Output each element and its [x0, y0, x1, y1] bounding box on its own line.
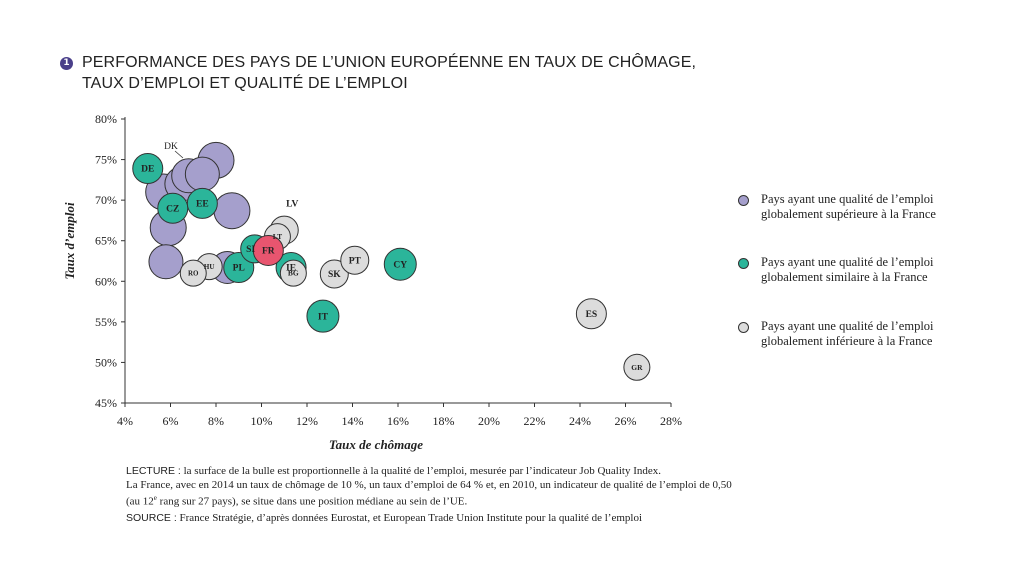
bubble-label-sk: SK — [328, 270, 341, 280]
source-text: France Stratégie, d’après données Eurost… — [176, 512, 642, 525]
legend-marker-inferieure — [738, 322, 749, 333]
note-line-3-superscript: e — [153, 494, 157, 502]
y-tick-label-60: 60% — [95, 274, 117, 288]
note-line-2: La France, avec en 2014 un taux de chôma… — [126, 478, 732, 491]
bubble-label-it: IT — [318, 312, 329, 322]
legend-label-superieure-line1: Pays ayant une qualité de l’emploi — [761, 192, 934, 206]
legend-marker-superieure — [738, 195, 749, 206]
bubble-es — [575, 298, 607, 330]
x-tick-label-28: 28% — [660, 414, 682, 428]
legend-label-inferieure-line1: Pays ayant une qualité de l’emploi — [761, 319, 934, 333]
x-tick-label-10: 10% — [251, 414, 273, 428]
note-line-3-start: (au 12 — [126, 495, 154, 508]
bubble-label-ro: RO — [188, 270, 199, 278]
legend-marker-similaire — [738, 258, 749, 269]
x-tick-label-4: 4% — [117, 414, 133, 428]
bubble-label-de: DE — [141, 165, 154, 175]
bubble-it — [306, 299, 340, 333]
bubble-label-si: SI — [246, 245, 255, 255]
bubble-label-gr: GR — [631, 363, 643, 372]
x-axis-title: Taux de chômage — [329, 437, 423, 452]
y-tick-label-50: 50% — [95, 355, 117, 369]
x-tick-label-12: 12% — [296, 414, 318, 428]
bubble-fr — [252, 234, 284, 266]
bubble-cy — [383, 247, 417, 281]
x-tick-label-16: 16% — [387, 414, 409, 428]
bubble-unlabeled-3 — [184, 156, 220, 192]
bubble-label-bg: BG — [288, 269, 299, 278]
x-tick-label-24: 24% — [569, 414, 591, 428]
bubble-label-ee: EE — [196, 200, 209, 210]
bubble-ee — [186, 187, 218, 219]
dk-leader-line — [174, 150, 184, 159]
bubble-label-pl: PL — [233, 264, 245, 274]
x-tick-label-14: 14% — [342, 414, 364, 428]
x-tick-label-8: 8% — [208, 414, 224, 428]
bubble-label-lv: LV — [286, 199, 298, 209]
note-line-3: (au 12e rang sur 27 pays), se situe dans… — [126, 492, 926, 509]
y-axis-title: Taux d’emploi — [62, 202, 77, 280]
lecture-note: LECTURE : la surface de la bulle est pro… — [126, 465, 926, 479]
bubble-label-fr: FR — [262, 247, 275, 257]
title-line-1: PERFORMANCE DES PAYS DE L’UNION EUROPÉEN… — [82, 54, 697, 71]
x-tick-label-22: 22% — [524, 414, 546, 428]
bubble-unlabeled-7 — [148, 244, 184, 280]
bubble-label-pt: PT — [349, 256, 362, 266]
legend-label-inferieure-line2: globalement inférieure à la France — [761, 334, 933, 348]
y-tick-label-70: 70% — [95, 193, 117, 207]
lecture-text: la surface de la bulle est proportionnel… — [180, 465, 662, 477]
y-tick-label-80: 80% — [95, 112, 117, 126]
y-tick-label-45: 45% — [95, 396, 117, 410]
source-label: SOURCE : — [126, 512, 177, 525]
bubble-label-lt: LT — [273, 232, 282, 241]
y-tick-label-75: 75% — [95, 153, 117, 167]
y-tick-label-55: 55% — [95, 315, 117, 329]
x-tick-label-20: 20% — [478, 414, 500, 428]
bubble-de — [132, 152, 164, 184]
bubble-label-dk: DK — [164, 142, 178, 152]
x-tick-label-26: 26% — [615, 414, 637, 428]
bubble-label-hu: HU — [204, 263, 215, 271]
note-line-3-end: rang sur 27 pays), se situe dans une pos… — [156, 495, 468, 508]
bubble-ro — [179, 259, 207, 287]
lecture-label: LECTURE : — [126, 465, 181, 477]
bubble-gr — [623, 353, 651, 381]
legend-label-similaire-line1: Pays ayant une qualité de l’emploi — [761, 255, 934, 269]
bubble-label-cz: CZ — [166, 204, 179, 214]
chart-notes: LECTURE : la surface de la bulle est pro… — [126, 465, 926, 526]
source-note: SOURCE : France Stratégie, d’après donné… — [126, 512, 926, 526]
title-number-badge: 1 — [60, 57, 73, 70]
legend-label-similaire-line2: globalement similaire à la France — [761, 270, 928, 284]
bubble-label-ie: IE — [286, 264, 296, 274]
x-tick-label-18: 18% — [433, 414, 455, 428]
bubble-sk — [319, 259, 349, 289]
bubble-label-cy: CY — [393, 260, 407, 270]
legend-label-superieure-line2: globalement supérieure à la France — [761, 207, 936, 221]
x-tick-label-6: 6% — [163, 414, 179, 428]
bubble-pt — [340, 245, 370, 275]
bubble-label-es: ES — [586, 310, 598, 320]
bubble-unlabeled-5 — [213, 192, 251, 230]
y-tick-label-65: 65% — [95, 234, 117, 248]
title-line-2: TAUX D’EMPLOI ET QUALITÉ DE L’EMPLOI — [82, 75, 408, 92]
bubble-bg — [279, 259, 307, 287]
